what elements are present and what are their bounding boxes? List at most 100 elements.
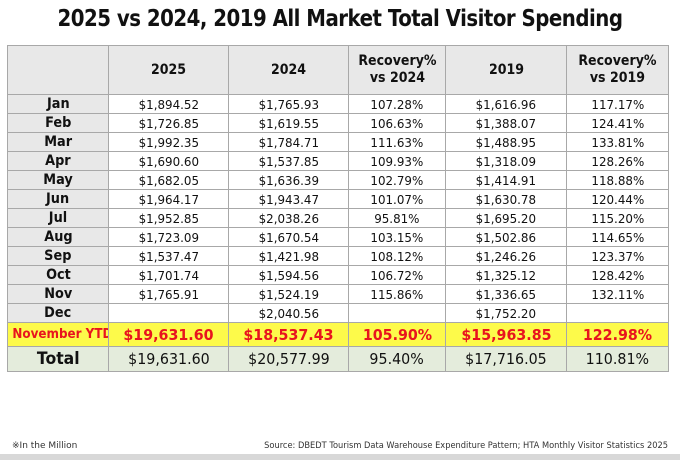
cell-value: 101.07% <box>370 191 424 207</box>
cell-y2024: $1,784.71 <box>228 132 349 152</box>
cell-value: $1,765.93 <box>258 96 319 112</box>
cell-value: $1,964.17 <box>138 191 199 207</box>
cell-value: $1,701.74 <box>138 267 199 283</box>
cell-rec2024: 95.40% <box>348 346 446 372</box>
header-line: Recovery% <box>578 53 657 69</box>
cell-value: 106.63% <box>370 115 424 131</box>
cell-value: 124.41% <box>591 115 644 131</box>
cell-value: $2,038.26 <box>258 210 319 226</box>
cell-value: 128.42% <box>591 267 644 283</box>
cell-rec2024: 106.63% <box>348 113 446 133</box>
cell-value: $1,388.07 <box>475 115 537 131</box>
table-row: Jun $1,964.17 $1,943.47 101.07% $1,630.78 120… <box>7 189 669 209</box>
ytd-row: November YTD $19,631.60 $18,537.43 105.90% $… <box>7 322 669 347</box>
cell-y2024: $20,577.99 <box>228 346 349 372</box>
cell-y2019: $1,502.86 <box>445 227 567 247</box>
row-label: Aug <box>7 227 109 247</box>
cell-value: 115.86% <box>370 286 424 302</box>
cell-value: $1,524.19 <box>258 286 319 302</box>
cell-y2019: $1,246.26 <box>445 246 567 266</box>
cell-value: 118.88% <box>591 172 644 188</box>
cell-y2025: $1,726.85 <box>108 113 229 133</box>
cell-rec2019: 124.41% <box>566 113 669 133</box>
row-label: Mar <box>7 132 109 152</box>
table-row: Jan $1,894.52 $1,765.93 107.28% $1,616.96 117… <box>7 94 669 114</box>
cell-rec2024: 95.81% <box>348 208 446 228</box>
cell-value: $19,631.60 <box>127 350 210 368</box>
cell-y2019: $1,336.65 <box>445 284 567 304</box>
row-label-text: Oct <box>45 267 71 283</box>
cell-y2019: $17,716.05 <box>445 346 567 372</box>
cell-value: $15,963.85 <box>460 325 552 344</box>
cell-y2019: $1,388.07 <box>445 113 567 133</box>
cell-value: $1,894.52 <box>138 96 199 112</box>
cell-rec2024: 101.07% <box>348 189 446 209</box>
bottom-bar <box>0 454 680 460</box>
table-row: Oct $1,701.74 $1,594.56 106.72% $1,325.12 128… <box>7 265 669 285</box>
cell-value: $18,537.43 <box>243 325 334 344</box>
cell-rec2024: 105.90% <box>348 322 446 347</box>
row-label: Oct <box>7 265 109 285</box>
row-label: Feb <box>7 113 109 133</box>
cell-y2019: $1,325.12 <box>445 265 567 285</box>
cell-value: 109.93% <box>370 153 424 169</box>
cell-value: $1,630.78 <box>475 191 537 207</box>
cell-value: $1,488.95 <box>475 134 537 150</box>
cell-value: $1,952.85 <box>138 210 199 226</box>
cell-y2019: $1,695.20 <box>445 208 567 228</box>
cell-rec2024: 102.79% <box>348 170 446 190</box>
cell-rec2024 <box>348 303 446 323</box>
cell-y2024: $1,636.39 <box>228 170 349 190</box>
row-label: Total <box>7 346 109 372</box>
cell-value: $1,502.86 <box>475 229 537 245</box>
cell-y2025: $1,952.85 <box>108 208 229 228</box>
cell-y2025: $1,765.91 <box>108 284 229 304</box>
table-row: Aug $1,723.09 $1,670.54 103.15% $1,502.86 114… <box>7 227 669 247</box>
row-label: May <box>7 170 109 190</box>
row-label: Dec <box>7 303 109 323</box>
footnote: ※In the Million <box>12 441 78 451</box>
total-row: Total $19,631.60 $20,577.99 95.40% $17,716.0… <box>7 346 669 372</box>
row-label-text: Aug <box>43 229 73 245</box>
row-label: Jul <box>7 208 109 228</box>
cell-value: 108.12% <box>370 248 424 264</box>
cell-rec2024: 103.15% <box>348 227 446 247</box>
cell-rec2019: 132.11% <box>566 284 669 304</box>
cell-y2024: $1,421.98 <box>228 246 349 266</box>
cell-value: 110.81% <box>585 350 650 368</box>
header-recovery-vs-2024: Recovery% vs 2024 <box>348 45 446 95</box>
cell-rec2019: 133.81% <box>566 132 669 152</box>
cell-rec2024: 109.93% <box>348 151 446 171</box>
header-line: Recovery% <box>357 53 437 69</box>
table-row: Jul $1,952.85 $2,038.26 95.81% $1,695.20 115.… <box>7 208 669 228</box>
cell-y2024: $18,537.43 <box>228 322 349 347</box>
cell-y2019: $15,963.85 <box>445 322 567 347</box>
cell-y2019: $1,318.09 <box>445 151 567 171</box>
visitor-spending-table: 2025 2024 Recovery% vs 2024 2019 Recovery… <box>7 45 669 372</box>
cell-y2024: $1,619.55 <box>228 113 349 133</box>
cell-rec2019: 117.17% <box>566 94 669 114</box>
cell-value: $19,631.60 <box>123 325 214 344</box>
cell-rec2024: 111.63% <box>348 132 446 152</box>
header-2019: 2019 <box>445 45 567 95</box>
cell-y2019: $1,488.95 <box>445 132 567 152</box>
cell-y2025: $1,964.17 <box>108 189 229 209</box>
cell-value: 128.26% <box>591 153 644 169</box>
row-label-text: Apr <box>45 153 71 169</box>
source-note: Source: DBEDT Tourism Data Warehouse Exp… <box>264 441 668 451</box>
cell-y2025: $1,537.47 <box>108 246 229 266</box>
cell-value: $1,752.20 <box>475 305 537 321</box>
cell-value: $1,784.71 <box>258 134 319 150</box>
header-empty <box>7 45 109 95</box>
cell-value: 95.40% <box>369 350 425 368</box>
cell-rec2019: 110.81% <box>566 346 669 372</box>
cell-rec2024: 106.72% <box>348 265 446 285</box>
cell-y2025: $1,723.09 <box>108 227 229 247</box>
row-label: November YTD <box>7 322 109 347</box>
cell-value: $1,992.35 <box>138 134 199 150</box>
cell-y2024: $2,040.56 <box>228 303 349 323</box>
cell-value: 123.37% <box>591 248 644 264</box>
cell-value: $1,616.96 <box>475 96 537 112</box>
table-row: Feb $1,726.85 $1,619.55 106.63% $1,388.07 124… <box>7 113 669 133</box>
cell-y2025: $1,701.74 <box>108 265 229 285</box>
